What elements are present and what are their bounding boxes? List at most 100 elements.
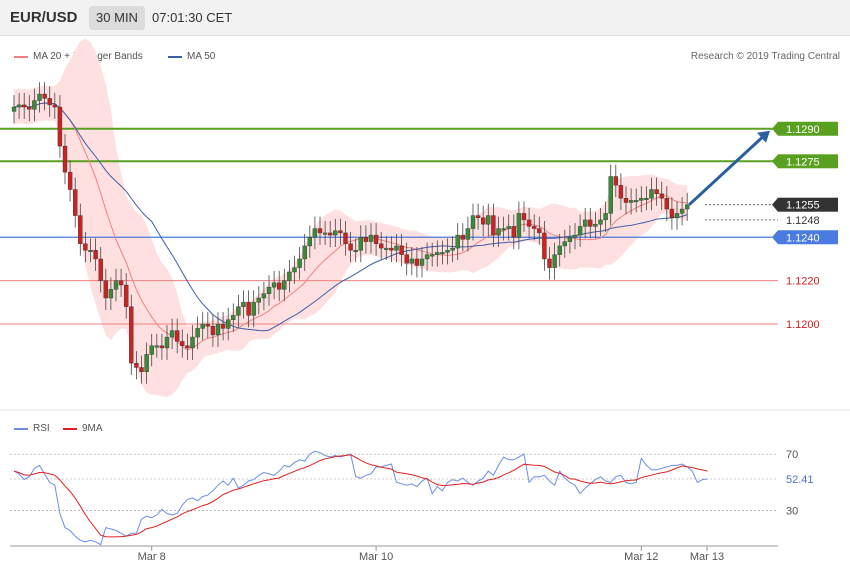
candle [11, 95, 17, 124]
candle-body [343, 232, 348, 244]
candle [588, 207, 593, 239]
candle [521, 201, 527, 232]
candle [496, 216, 501, 248]
forecast-arrow [688, 134, 766, 206]
candle [282, 268, 287, 302]
candle-body [200, 323, 205, 329]
candle-body [42, 93, 47, 99]
candle [52, 92, 57, 119]
candle [118, 268, 124, 297]
candle [674, 201, 680, 230]
candle-body [526, 219, 532, 227]
candle [404, 242, 409, 276]
candle-body [302, 245, 307, 260]
candle-body [435, 252, 440, 255]
rsi-ma-swatch [63, 427, 77, 430]
rsi-level-label: 52.41 [786, 474, 814, 486]
candle-body [52, 104, 57, 108]
candle [583, 207, 588, 239]
candle-body [144, 354, 149, 372]
candle-body [169, 330, 175, 338]
candle-body [501, 228, 506, 231]
candle-body [414, 258, 420, 266]
candle-body [210, 326, 216, 336]
candle [83, 231, 88, 263]
candle-body [639, 197, 644, 201]
candles [11, 82, 690, 384]
level-tag-1.1275: 1.1275 [772, 154, 838, 169]
candle [123, 273, 129, 319]
x-tick-label: Mar 8 [138, 551, 166, 563]
legend-ma50: MA 50 [168, 51, 215, 62]
candle-body [603, 213, 608, 221]
candle-body [521, 213, 527, 221]
candle [93, 238, 98, 271]
candle [287, 260, 292, 293]
candle-body [460, 234, 465, 240]
candle-body [506, 226, 511, 229]
candle [685, 192, 690, 221]
candle-body [572, 234, 578, 238]
candle-body [67, 171, 73, 190]
candle [613, 164, 618, 198]
candle-body [32, 100, 37, 110]
candle [261, 281, 267, 310]
candle [210, 314, 216, 347]
candle [338, 218, 343, 245]
candle [220, 312, 226, 341]
candle [32, 88, 37, 122]
candle [251, 290, 256, 328]
candle-body [654, 189, 659, 195]
candle-body [113, 280, 119, 290]
candle-body [409, 258, 414, 264]
candle-body [338, 230, 343, 234]
level-tag-pointer [772, 121, 778, 136]
candle-body [475, 215, 481, 218]
candle-body [598, 219, 603, 225]
candle-body [450, 247, 455, 251]
candle-body [37, 93, 42, 101]
candle [373, 223, 379, 256]
candle [430, 242, 435, 267]
candle [57, 95, 63, 159]
candle-body [419, 258, 425, 266]
candle [634, 188, 639, 213]
candle [343, 220, 348, 256]
candle [322, 220, 328, 245]
candle-body [613, 176, 618, 186]
level-tag-bg [778, 121, 838, 136]
candle [154, 333, 160, 358]
candle-body [215, 323, 221, 336]
candle [27, 95, 32, 122]
candle-body [532, 226, 537, 229]
candle-body [287, 271, 292, 281]
level-tag-bg [778, 154, 838, 169]
candle-body [134, 362, 139, 368]
candle [618, 173, 624, 211]
candle [169, 318, 175, 350]
candle-body [404, 254, 409, 264]
candle-body [379, 243, 384, 249]
candle-body [618, 184, 624, 199]
forecast-arrowhead [757, 130, 770, 143]
candle [481, 205, 486, 237]
candle [419, 247, 425, 278]
candle-body [220, 323, 226, 329]
candle-body [664, 197, 669, 210]
rsi-level-label: 30 [786, 506, 798, 518]
candle [526, 207, 532, 239]
candle [572, 223, 578, 250]
candle [78, 203, 83, 256]
timeframe-button[interactable]: 30 MIN [89, 6, 145, 30]
rsi-ma-legend-label: 9MA [82, 423, 103, 434]
candle-body [11, 106, 17, 112]
rsi-swatch [14, 427, 28, 430]
candle-body [628, 200, 634, 203]
candle [424, 242, 430, 271]
candle [394, 234, 399, 263]
candle-body [225, 319, 231, 329]
candle [88, 238, 93, 263]
candle [312, 216, 318, 250]
candle [537, 216, 542, 245]
